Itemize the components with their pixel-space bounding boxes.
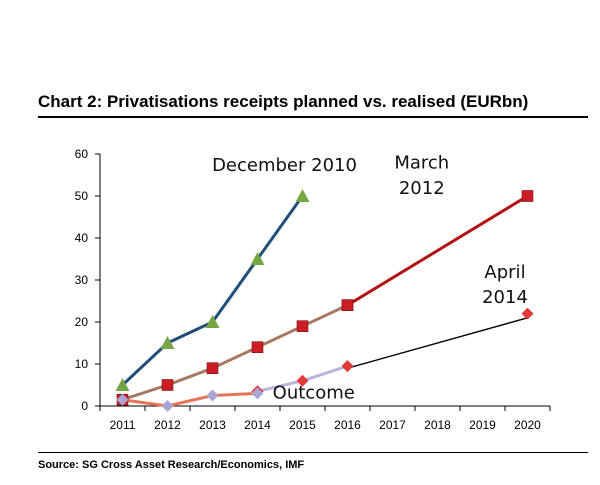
y-tick-label: 30 xyxy=(75,273,89,287)
data-point-march-2012 xyxy=(161,379,174,391)
source-note: Source: SG Cross Asset Research/Economic… xyxy=(38,459,305,471)
x-tick-label: 2012 xyxy=(154,418,181,432)
annotation-label: April xyxy=(484,262,525,283)
x-tick-label: 2013 xyxy=(199,418,226,432)
data-point-march-2012 xyxy=(251,341,264,354)
y-tick-label: 0 xyxy=(81,399,88,413)
chart-markers xyxy=(115,189,534,412)
annotation-label: 2012 xyxy=(399,178,445,199)
series-line-outcome xyxy=(121,391,259,408)
annotation-label: Outcome xyxy=(273,382,355,403)
data-point-april-2014 xyxy=(521,307,534,320)
source-rule xyxy=(38,452,588,453)
x-tick-label: 2020 xyxy=(514,418,541,432)
chart-lines xyxy=(121,194,529,408)
data-point-april-2014 xyxy=(341,360,354,373)
data-point-march-2012 xyxy=(521,190,534,202)
x-tick-label: 2015 xyxy=(289,418,316,432)
data-point-march-2012 xyxy=(341,299,354,312)
data-point-march-2012 xyxy=(206,362,219,375)
y-tick-label: 60 xyxy=(75,147,89,161)
y-tick-label: 10 xyxy=(75,357,89,371)
y-tick-label: 40 xyxy=(75,231,89,245)
data-point-april-2014 xyxy=(296,374,309,387)
x-tick-label: 2016 xyxy=(334,418,361,432)
y-tick-label: 20 xyxy=(75,315,89,329)
data-point-december-2010 xyxy=(250,252,265,265)
series-line-march-2012 xyxy=(346,194,529,307)
x-tick-label: 2014 xyxy=(244,418,271,432)
data-point-december-2010 xyxy=(160,336,175,349)
chart-title: Chart 2: Privatisations receipts planned… xyxy=(38,92,529,111)
data-point-march-2012 xyxy=(296,320,309,333)
data-point-outcome xyxy=(251,387,264,400)
annotation-label: March xyxy=(394,153,449,174)
x-tick-label: 2019 xyxy=(469,418,496,432)
data-point-december-2010 xyxy=(205,315,220,328)
data-point-outcome xyxy=(206,389,219,402)
data-point-december-2010 xyxy=(295,189,310,202)
data-point-outcome xyxy=(116,393,129,406)
y-tick-label: 50 xyxy=(75,189,89,203)
series-line-april-2014 xyxy=(346,317,529,369)
series-line-december-2010 xyxy=(121,194,304,387)
chart-annotations: December 2010 March 2012 April 2014 Outcome xyxy=(212,153,528,404)
x-tick-label: 2018 xyxy=(424,418,451,432)
chart-axes: 0 10 20 30 40 50 60 2011 2012 2013 2014 2015 2016 201… xyxy=(75,147,551,432)
data-point-outcome xyxy=(161,400,174,412)
series-line-march-2012 xyxy=(121,303,349,402)
annotation-label: 2014 xyxy=(482,287,528,308)
x-tick-label: 2017 xyxy=(379,418,406,432)
title-rule xyxy=(38,116,588,118)
annotation-label: December 2010 xyxy=(212,155,357,176)
data-point-december-2010 xyxy=(115,378,130,391)
x-tick-label: 2011 xyxy=(110,418,136,432)
